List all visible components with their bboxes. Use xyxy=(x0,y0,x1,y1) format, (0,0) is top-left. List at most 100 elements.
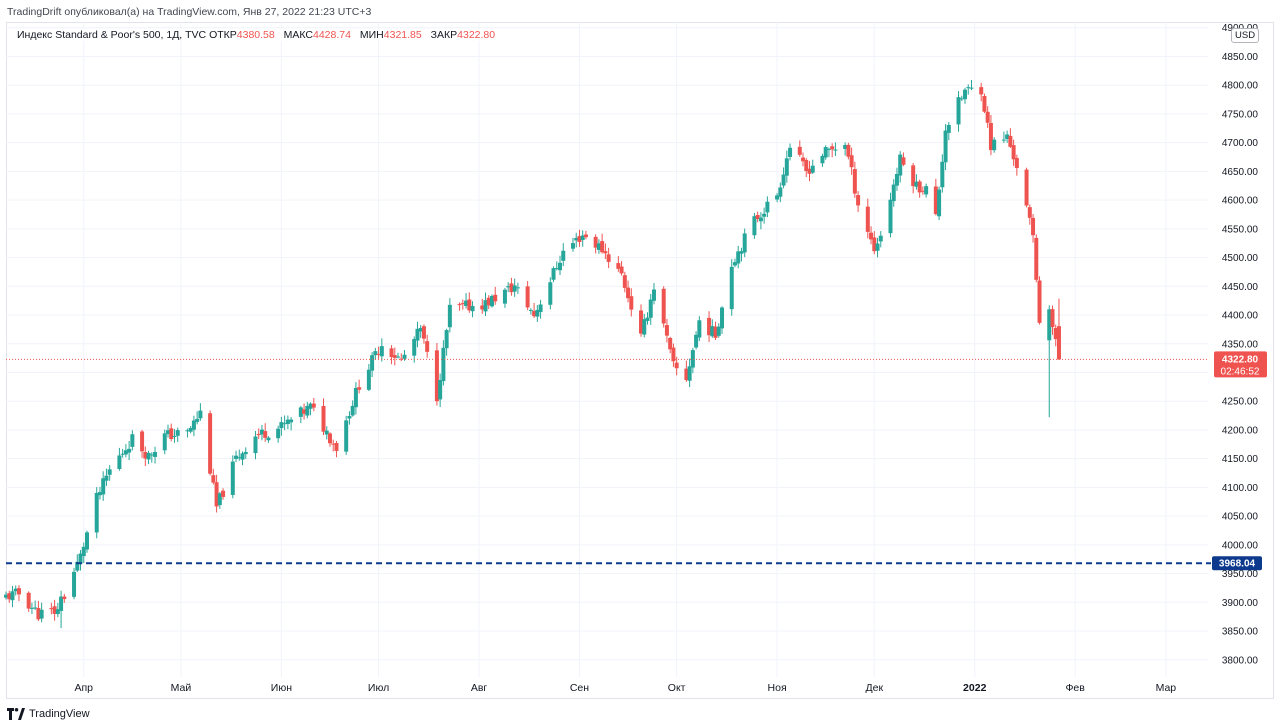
last-price-label: 4322.80 xyxy=(1222,354,1259,365)
candle-body xyxy=(561,250,566,261)
currency-badge[interactable]: USD xyxy=(1231,28,1260,43)
candle-body xyxy=(39,609,44,619)
candle-body xyxy=(875,243,880,251)
footer-brand: TradingView xyxy=(29,708,90,720)
candle-body xyxy=(626,287,631,299)
candle-body xyxy=(891,184,896,202)
candle-body xyxy=(577,236,582,242)
candle-body xyxy=(616,263,621,269)
candle-body xyxy=(525,286,530,308)
candle-body xyxy=(736,251,741,264)
candle-body xyxy=(554,268,559,270)
candle-body xyxy=(538,304,543,313)
candle-body xyxy=(162,433,167,451)
x-tick-label: Май xyxy=(171,682,192,694)
candle-body xyxy=(512,285,517,292)
candle-body xyxy=(788,147,793,157)
candle-body xyxy=(464,300,469,306)
candle-body xyxy=(412,339,417,356)
candle-body xyxy=(285,419,290,424)
candle-body xyxy=(810,165,815,173)
candle-body xyxy=(33,607,38,609)
y-tick-label: 4800.00 xyxy=(1222,81,1259,92)
candle-body xyxy=(302,409,307,414)
candle-body xyxy=(460,303,465,305)
candle-body xyxy=(104,475,109,481)
candle-body xyxy=(801,157,806,162)
candle-body xyxy=(415,328,420,341)
candle-body xyxy=(467,299,472,311)
candle-body xyxy=(690,350,695,368)
candle-body xyxy=(221,490,226,497)
y-tick-label: 4500.00 xyxy=(1222,253,1259,264)
candle-body xyxy=(52,606,57,614)
candle-body xyxy=(146,452,151,460)
candle-body xyxy=(671,347,676,362)
candle-body xyxy=(327,433,332,444)
legend-high-value: 4428.74 xyxy=(313,29,351,41)
candle-body xyxy=(898,154,903,176)
candle-body xyxy=(425,341,430,352)
x-tick-label: Апр xyxy=(74,682,93,694)
candle-body xyxy=(642,319,647,335)
candle-body xyxy=(856,195,861,206)
candle-body xyxy=(81,546,86,557)
candle-body xyxy=(26,592,31,609)
candle-body xyxy=(515,287,520,289)
candle-body xyxy=(72,571,77,597)
candle-body xyxy=(470,305,475,312)
x-tick-label: Мар xyxy=(1156,682,1177,694)
candle-body xyxy=(13,588,18,592)
candle-body xyxy=(639,310,644,334)
y-tick-label: 4600.00 xyxy=(1222,196,1259,207)
candle-body xyxy=(489,295,494,307)
candle-body xyxy=(1024,169,1029,206)
candle-body xyxy=(396,356,401,358)
candle-body xyxy=(1056,326,1061,360)
candle-body xyxy=(732,262,737,266)
candle-body xyxy=(127,448,132,453)
candle-body xyxy=(1031,217,1036,236)
candle-body xyxy=(143,452,148,459)
candle-body xyxy=(321,405,326,432)
candle-body xyxy=(914,181,919,187)
candle-body xyxy=(917,181,922,193)
candle-body xyxy=(804,159,809,172)
y-tick-label: 4000.00 xyxy=(1222,540,1259,551)
candle-body xyxy=(75,561,80,571)
y-tick-label: 4850.00 xyxy=(1222,52,1259,63)
candle-body xyxy=(441,347,446,382)
candle-body xyxy=(353,387,358,408)
candle-body xyxy=(198,410,203,419)
published-caption: TradingDrift опубликовал(а) на TradingVi… xyxy=(7,6,372,18)
candle-body xyxy=(502,289,507,304)
candle-body xyxy=(211,475,216,483)
candle-body xyxy=(982,95,987,112)
y-tick-label: 4100.00 xyxy=(1222,483,1259,494)
candle-body xyxy=(648,299,653,318)
candle-body xyxy=(509,283,514,293)
candle-body xyxy=(988,123,993,151)
candle-body xyxy=(438,380,443,400)
candle-body xyxy=(10,591,15,601)
candle-body xyxy=(480,305,485,310)
chart-area[interactable] xyxy=(6,22,1274,699)
candle-body xyxy=(1034,237,1039,280)
candle-body xyxy=(214,482,219,507)
y-tick-label: 4550.00 xyxy=(1222,224,1259,235)
legend-open-label: ОТКР xyxy=(209,29,237,41)
candle-body xyxy=(279,422,284,429)
candle-body xyxy=(172,435,177,437)
candle-body xyxy=(55,609,60,615)
legend-high-label: МАКС xyxy=(283,29,313,41)
candle-body xyxy=(253,436,258,454)
candle-body xyxy=(16,588,21,595)
legend-open-value: 4380.58 xyxy=(236,29,275,41)
y-tick-label: 4750.00 xyxy=(1222,109,1259,120)
candle-body xyxy=(376,353,381,355)
y-tick-label: 4400.00 xyxy=(1222,311,1259,322)
candle-body xyxy=(1001,139,1006,141)
candle-body xyxy=(165,430,170,435)
candle-body xyxy=(645,317,650,321)
